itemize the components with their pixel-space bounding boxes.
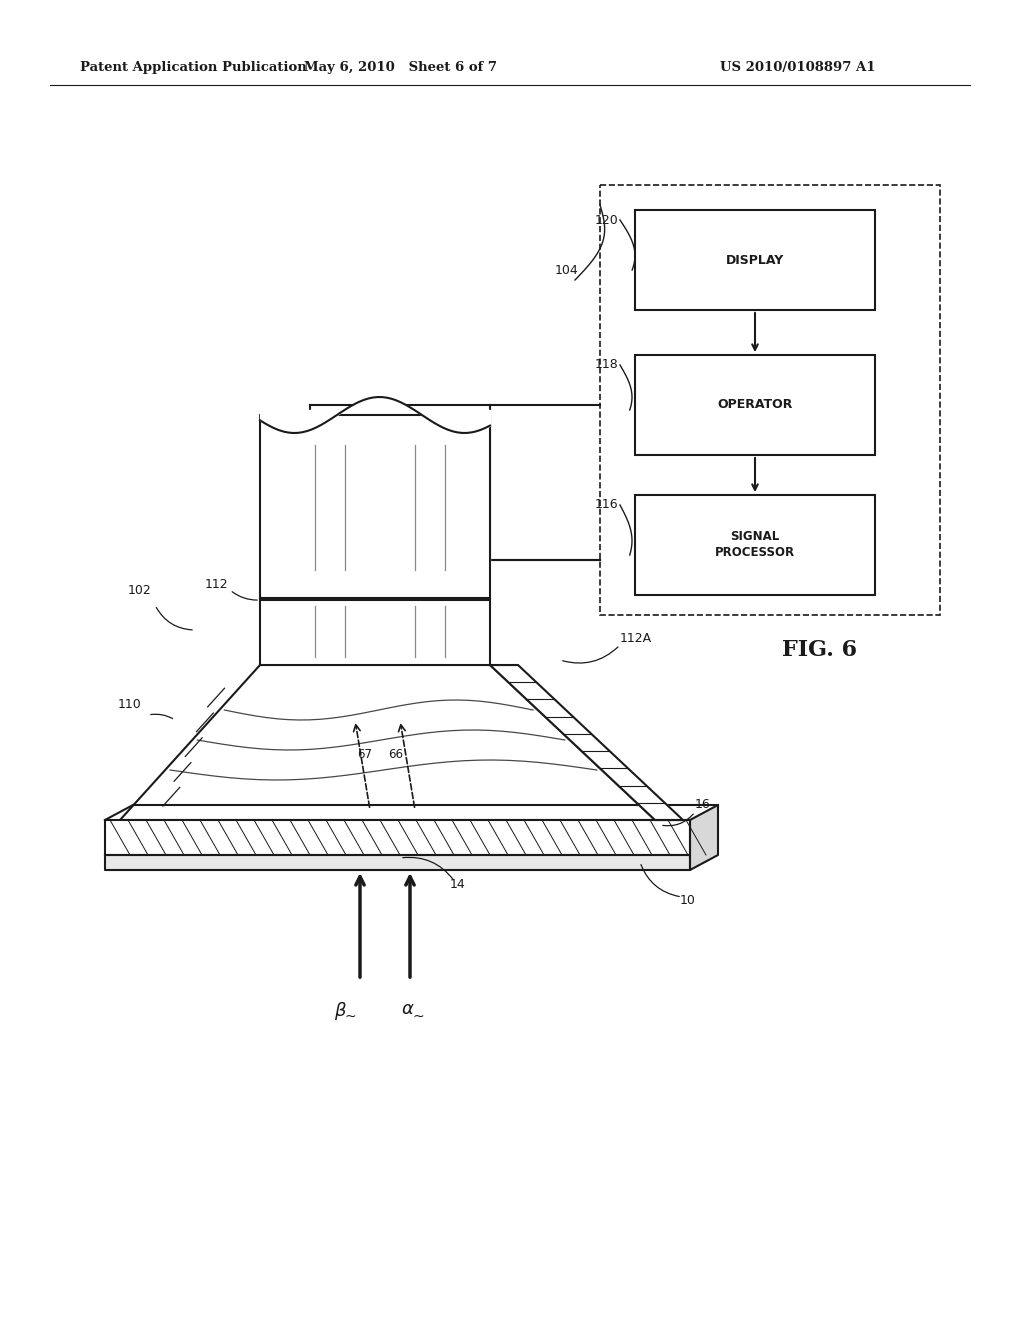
Bar [635, 495, 874, 595]
Text: 104: 104 [555, 264, 579, 276]
Text: 112: 112 [205, 578, 228, 591]
Text: OPERATOR: OPERATOR [718, 399, 793, 412]
Text: 16: 16 [695, 799, 711, 812]
Polygon shape [260, 414, 490, 601]
Text: 112A: 112A [620, 631, 652, 644]
Text: 116: 116 [594, 499, 618, 511]
Text: FIG. 6: FIG. 6 [782, 639, 857, 661]
Text: 110: 110 [118, 698, 141, 711]
Text: 10: 10 [680, 894, 696, 907]
Text: SIGNAL
PROCESSOR: SIGNAL PROCESSOR [715, 531, 795, 560]
Polygon shape [490, 665, 683, 820]
Text: 102: 102 [128, 583, 152, 597]
Text: $\alpha$: $\alpha$ [401, 1001, 415, 1018]
Text: $\beta$: $\beta$ [334, 1001, 346, 1022]
Polygon shape [260, 598, 490, 665]
Bar [600, 185, 940, 615]
Polygon shape [105, 855, 690, 870]
Text: 67: 67 [357, 748, 372, 762]
Polygon shape [120, 665, 655, 820]
Text: US 2010/0108897 A1: US 2010/0108897 A1 [720, 62, 876, 74]
Text: ~: ~ [413, 1010, 424, 1024]
Text: 14: 14 [450, 879, 466, 891]
Text: ~: ~ [344, 1010, 355, 1024]
Text: DISPLAY: DISPLAY [726, 253, 784, 267]
Text: 120: 120 [594, 214, 618, 227]
Text: Patent Application Publication: Patent Application Publication [80, 62, 307, 74]
Text: May 6, 2010   Sheet 6 of 7: May 6, 2010 Sheet 6 of 7 [303, 62, 497, 74]
Text: 118: 118 [594, 359, 618, 371]
Bar [635, 210, 874, 310]
Polygon shape [690, 805, 718, 870]
Text: 66: 66 [388, 748, 403, 762]
Bar [635, 355, 874, 455]
Polygon shape [105, 820, 690, 855]
